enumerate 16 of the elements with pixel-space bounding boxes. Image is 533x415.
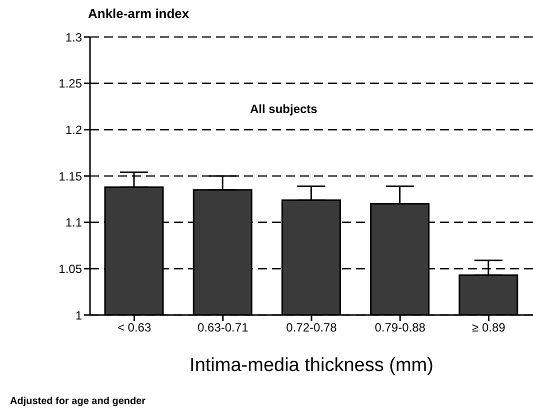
x-tick-label: ≥ 0.89 [472,320,506,335]
y-tick-label: 1 [75,308,82,322]
x-axis-title: Intima-media thickness (mm) [188,355,434,377]
y-axis-title: Ankle-arm index [88,6,190,21]
x-tick-label: 0.79-0.88 [374,320,426,335]
y-tick-label: 1.25 [58,76,82,91]
y-tick-label: 1.15 [58,169,82,184]
x-tick-label: < 0.63 [117,320,152,335]
y-tick-label: 1.05 [58,262,82,276]
text: Adjusted for age and gender [10,396,146,407]
y-tick-label: 1.2 [65,122,82,137]
y-tick-label: 1.1 [65,216,82,230]
y-tick-label: 1.3 [65,30,82,44]
x-tick-label: 0.72-0.78 [286,320,338,335]
x-tick-label: 0.63-0.71 [198,320,249,335]
annotation: All subjects [250,102,318,116]
